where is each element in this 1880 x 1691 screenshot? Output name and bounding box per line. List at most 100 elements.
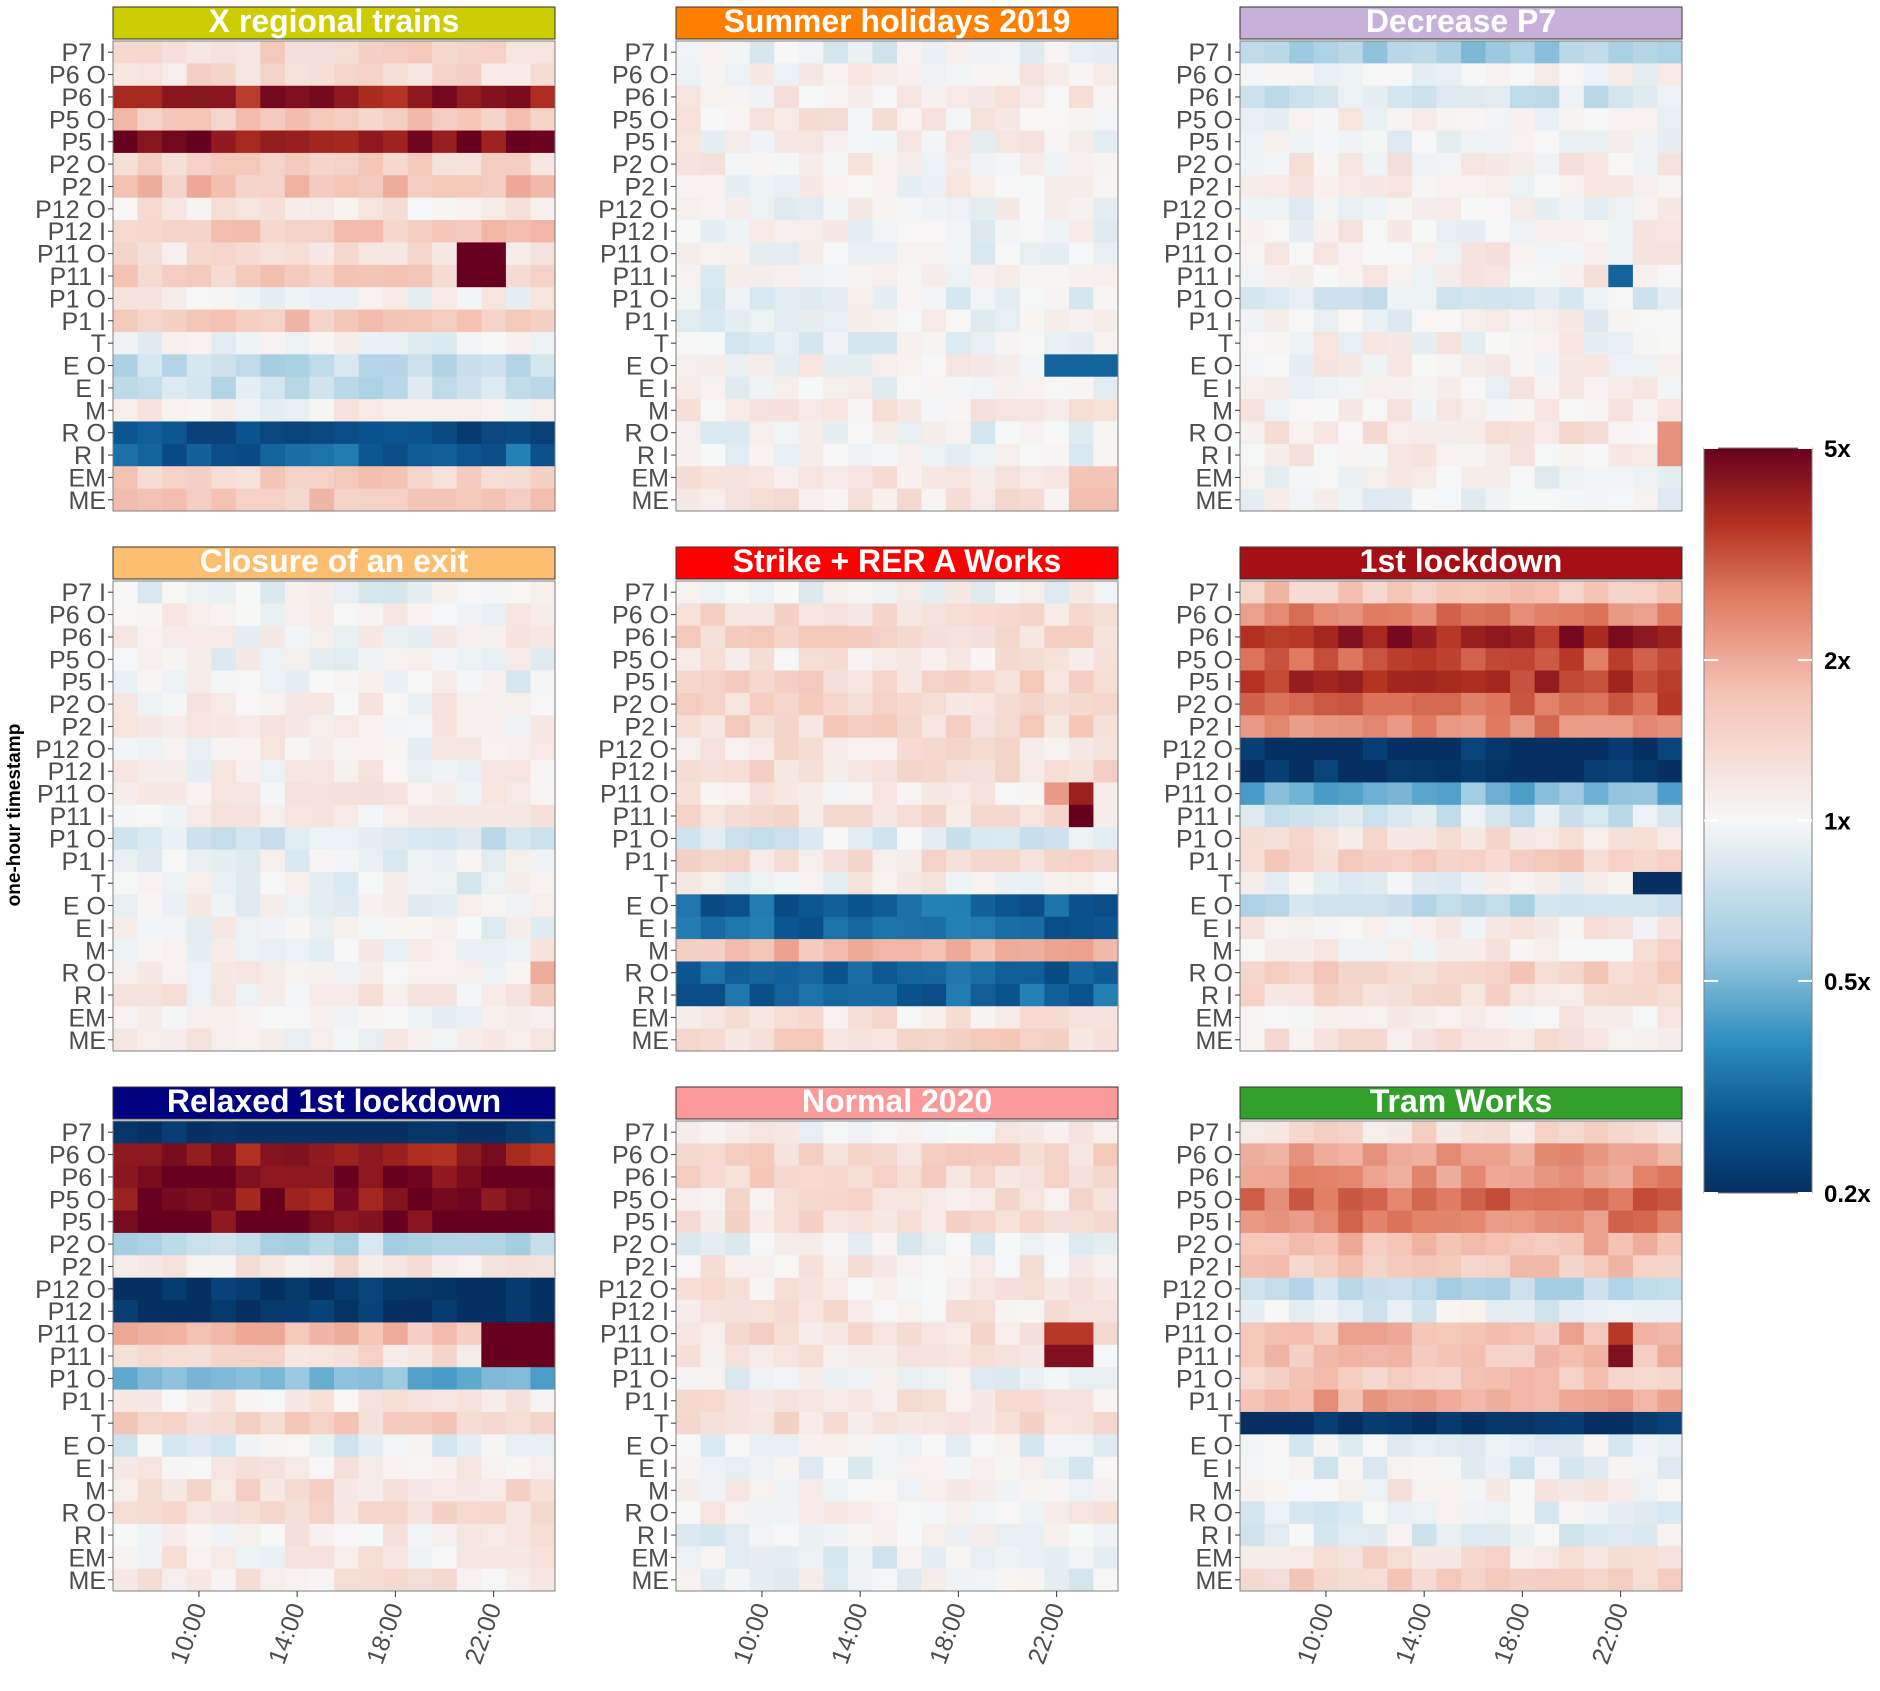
heatmap-cell (1510, 1300, 1536, 1323)
heatmap-cell (1485, 1456, 1511, 1480)
heatmap-cell (897, 827, 922, 850)
heatmap-cell (1093, 871, 1119, 895)
heatmap-cell (334, 1165, 359, 1189)
heatmap-cell (847, 85, 873, 109)
heatmap-cell (211, 782, 237, 806)
heatmap-cell (235, 871, 261, 895)
heatmap-cell (1485, 421, 1511, 445)
heatmap-cell (383, 871, 409, 895)
heatmap-cell (1632, 894, 1658, 918)
heatmap-cell (211, 1277, 237, 1301)
heatmap-cell (1240, 1523, 1265, 1547)
heatmap-cell (725, 331, 751, 355)
heatmap-cell (946, 1411, 972, 1435)
heatmap-cell (1608, 220, 1634, 243)
heatmap-cell (946, 760, 972, 783)
heatmap-cell (1632, 421, 1658, 445)
heatmap-cell (309, 625, 335, 649)
heatmap-cell (1387, 692, 1413, 716)
heatmap-cell (676, 625, 701, 649)
heatmap-cell (921, 421, 947, 445)
heatmap-cell (1264, 1255, 1290, 1279)
heatmap-cell (847, 1456, 873, 1480)
heatmap-cell (456, 804, 482, 828)
heatmap-cell (432, 421, 458, 445)
heatmap-cell (383, 331, 409, 355)
heatmap-cell (1240, 331, 1265, 355)
heatmap-cell (1559, 1121, 1585, 1144)
heatmap-cell (1240, 287, 1265, 310)
heatmap-cell (211, 63, 237, 87)
heatmap-cell (1338, 670, 1364, 694)
heatmap-cell (1240, 760, 1265, 783)
heatmap-cell (1559, 692, 1585, 716)
heatmap-cell (946, 715, 972, 739)
heatmap-cell (530, 581, 556, 604)
heatmap-cell (1632, 916, 1658, 940)
heatmap-cell (113, 1165, 138, 1189)
heatmap-cell (1264, 354, 1290, 378)
heatmap-cell (260, 421, 286, 445)
heatmap-cell (1387, 108, 1413, 131)
heatmap-cell (946, 354, 972, 378)
heatmap-cell (774, 1546, 800, 1570)
heatmap-cell (823, 1367, 849, 1390)
heatmap-cell (432, 354, 458, 378)
heatmap-cell (1510, 264, 1536, 288)
heatmap-cell (946, 625, 972, 649)
row-label: P7 I (62, 39, 106, 67)
heatmap-cell (211, 1479, 237, 1502)
heatmap-cell (823, 1501, 849, 1525)
heatmap-cell (676, 894, 701, 918)
heatmap-cell (1657, 603, 1683, 627)
heatmap-cell (872, 354, 898, 378)
heatmap-cell (137, 175, 163, 199)
heatmap-cell (798, 175, 824, 199)
heatmap-cell (774, 1277, 800, 1301)
heatmap-cell (1485, 264, 1511, 288)
heatmap-cell (309, 961, 335, 985)
heatmap-cell (137, 939, 163, 962)
heatmap-cell (309, 376, 335, 400)
heatmap-cell (358, 309, 384, 333)
heatmap-cell (456, 1255, 482, 1279)
heatmap-cell (1240, 1389, 1265, 1413)
heatmap-cell (137, 782, 163, 806)
heatmap-cell (1485, 41, 1511, 64)
heatmap-cell (137, 648, 163, 671)
heatmap-cell (1411, 242, 1437, 266)
heatmap-cell (749, 421, 775, 445)
heatmap-cell (774, 175, 800, 199)
row-label: EM (69, 464, 107, 492)
heatmap-cell (1559, 804, 1585, 828)
heatmap-cell (700, 41, 726, 64)
heatmap-cell (505, 309, 531, 333)
heatmap-cell (970, 466, 996, 490)
heatmap-cell (1583, 1367, 1609, 1390)
row-label: ME (69, 487, 107, 515)
heatmap-cell (530, 1300, 556, 1323)
heatmap-cell (946, 1344, 972, 1368)
heatmap-cell (358, 85, 384, 109)
heatmap-cell (798, 1434, 824, 1458)
heatmap-cell (284, 1523, 310, 1547)
heatmap-cell (1068, 1434, 1094, 1458)
heatmap-cell (970, 715, 996, 739)
heatmap-cell (749, 1389, 775, 1413)
heatmap-cell (1583, 625, 1609, 649)
heatmap-cell (530, 939, 556, 962)
heatmap-cell (1289, 715, 1315, 739)
heatmap-cell (1289, 983, 1315, 1007)
heatmap-cell (700, 130, 726, 154)
heatmap-cell (1313, 1367, 1339, 1390)
heatmap-cell (749, 1501, 775, 1525)
heatmap-cell (1583, 692, 1609, 716)
heatmap-cell (407, 443, 433, 467)
heatmap-cell (1485, 1501, 1511, 1525)
heatmap-cell (1411, 670, 1437, 694)
heatmap-cell (1657, 1501, 1683, 1525)
heatmap-cell (1583, 1121, 1609, 1144)
heatmap-cell (1289, 264, 1315, 288)
heatmap-cell (823, 894, 849, 918)
row-label: P12 I (1175, 1298, 1233, 1326)
